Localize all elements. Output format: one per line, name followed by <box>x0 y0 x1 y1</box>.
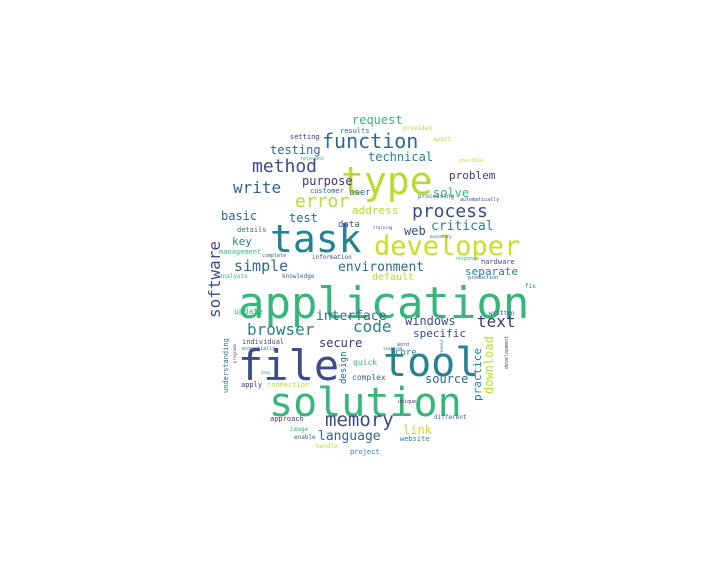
cloud-word-browser: browser <box>247 320 315 339</box>
cloud-word-approach: approach <box>270 415 304 423</box>
cloud-word-error: error <box>295 191 350 212</box>
cloud-word-written: written <box>489 310 515 317</box>
cloud-word-process: process <box>412 201 488 222</box>
cloud-word-interface: interface <box>316 309 387 324</box>
cloud-word-data: data <box>338 220 360 230</box>
cloud-word-fix: fix <box>525 283 536 290</box>
cloud-word-request: request <box>352 113 403 127</box>
cloud-word-programs: programs <box>232 343 237 364</box>
cloud-word-memory: memory <box>325 409 394 431</box>
cloud-word-handle: handle <box>316 443 338 450</box>
cloud-word-default: default <box>372 272 415 283</box>
cloud-word-details: details <box>237 226 267 234</box>
cloud-word-simple: simple <box>234 257 289 275</box>
cloud-word-file: file <box>238 341 340 390</box>
cloud-word-provided: provided <box>403 125 432 132</box>
cloud-word-development: development <box>504 335 510 369</box>
cloud-word-tool: tool <box>383 340 480 386</box>
cloud-word-developer: developer <box>374 231 521 262</box>
cloud-word-task: task <box>270 217 362 261</box>
cloud-word-connection: connection <box>267 381 310 389</box>
cloud-word-type: type <box>341 159 433 203</box>
cloud-word-website: website <box>400 435 430 443</box>
cloud-word-apart: apart <box>433 136 452 143</box>
cloud-word-text: text <box>477 312 516 331</box>
cloud-word-analysis: analysis <box>219 273 248 280</box>
cloud-word-windows: windows <box>405 314 456 328</box>
cloud-word-function: function <box>322 129 419 153</box>
cloud-word-results: results <box>340 127 370 135</box>
cloud-word-complex: complex <box>352 373 386 382</box>
cloud-word-setting: setting <box>290 133 320 141</box>
cloud-word-production: production <box>468 275 499 281</box>
cloud-word-design: design <box>339 351 349 385</box>
cloud-word-different: different <box>434 414 467 421</box>
cloud-word-relevant: relevant <box>300 156 325 162</box>
cloud-word-critical: critical <box>431 219 494 234</box>
cloud-word-hardware: hardware <box>481 258 515 266</box>
cloud-word-customer: customer <box>310 187 344 195</box>
cloud-word-update: update <box>234 307 263 316</box>
cloud-word-core: core <box>395 348 417 358</box>
cloud-word-specific: specific <box>413 327 466 340</box>
cloud-word-training: training <box>373 225 393 230</box>
cloud-word-deep: deep <box>261 370 271 375</box>
cloud-word-necessary: necessary <box>430 234 452 239</box>
cloud-word-key: key <box>232 235 252 248</box>
cloud-word-unique: unique <box>398 399 417 405</box>
cloud-word-application: application <box>238 278 530 329</box>
cloud-word-practice: practice <box>471 347 484 401</box>
cloud-word-essentially: essentially <box>242 346 276 352</box>
cloud-word-environment: environment <box>338 260 425 275</box>
cloud-word-learning: learning <box>383 346 403 351</box>
cloud-word-code: code <box>353 317 392 336</box>
cloud-word-language: language <box>318 429 381 444</box>
cloud-word-quick: quick <box>353 358 378 367</box>
cloud-word-testing: testing <box>270 143 321 157</box>
cloud-word-basic: basic <box>221 209 258 223</box>
cloud-word-information: information <box>312 254 352 261</box>
cloud-word-solution: solution <box>269 380 462 426</box>
cloud-word-problem: problem <box>449 169 496 182</box>
cloud-word-web: web <box>404 224 426 238</box>
cloud-word-solve: solve <box>433 186 470 200</box>
cloud-word-purpose: purpose <box>302 174 353 188</box>
cloud-word-download: download <box>482 335 496 394</box>
cloud-word-technical: technical <box>368 150 434 164</box>
cloud-word-individual: individual <box>242 338 285 346</box>
cloud-word-response: response <box>455 256 480 262</box>
cloud-word-link: link <box>403 423 432 437</box>
cloud-word-understanding: understanding <box>222 337 230 393</box>
cloud-word-separate: separate <box>465 265 518 278</box>
cloud-word-source: source <box>425 372 469 386</box>
cloud-word-complete: complete <box>262 253 287 259</box>
cloud-word-write: write <box>233 178 282 197</box>
cloud-word-enable: enable <box>294 434 316 441</box>
cloud-word-possible: possible <box>459 158 484 164</box>
cloud-word-word: word <box>397 342 410 348</box>
cloud-word-address: address <box>352 204 399 217</box>
cloud-word-processing: processing <box>418 193 455 200</box>
cloud-word-test: test <box>289 211 318 225</box>
cloud-word-method: method <box>252 156 318 177</box>
cloud-word-apply: apply <box>241 381 263 389</box>
cloud-word-created: created <box>439 339 444 357</box>
cloud-word-project: project <box>350 448 380 456</box>
cloud-word-secure: secure <box>319 336 363 350</box>
cloud-word-automatically: automatically <box>460 197 500 203</box>
cloud-word-user: user <box>349 188 371 198</box>
cloud-word-management: management <box>219 248 262 256</box>
cloud-word-knowledge: knowledge <box>282 273 315 280</box>
cloud-word-image: image <box>290 426 309 433</box>
